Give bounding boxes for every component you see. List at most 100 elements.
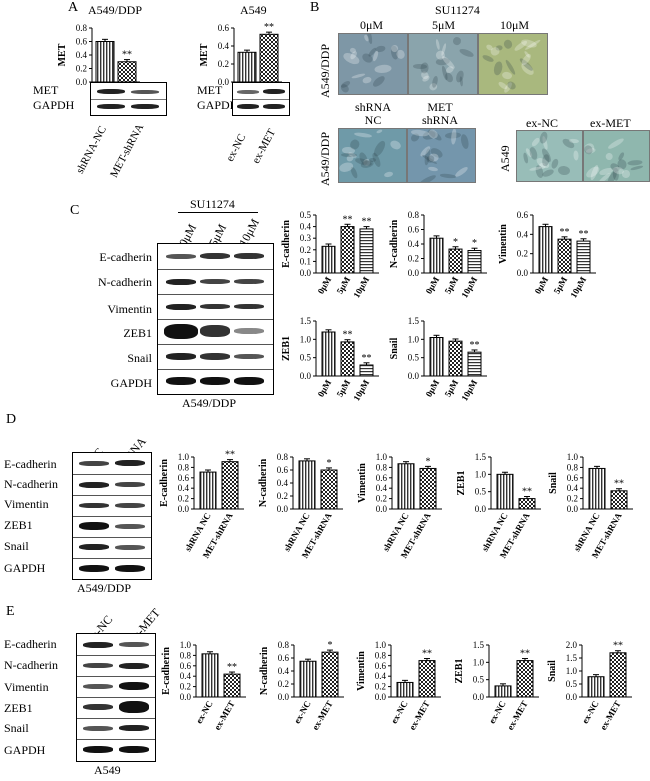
- b-ex-label-1: ex-NC: [526, 116, 558, 130]
- y-tick-label: 0.8: [178, 462, 190, 472]
- b-dose-10: 10μM: [500, 18, 530, 32]
- y-tick-label: 0.0: [566, 692, 578, 702]
- c-row-vim: Vimentin: [107, 302, 152, 316]
- bar: [237, 51, 257, 83]
- y-tick-label: 0.6: [408, 225, 420, 235]
- b-row-label-1: A549/DDP: [318, 43, 332, 98]
- a-left-row-gapdh: GAPDH: [33, 98, 75, 112]
- bar: [467, 250, 482, 274]
- significance-label: *: [327, 458, 332, 469]
- a-right-blot: [232, 82, 290, 116]
- bar: [448, 340, 463, 377]
- cell-shape: [362, 76, 373, 85]
- cell-shape: [374, 64, 392, 74]
- x-tick-label: ex-MET: [212, 699, 237, 732]
- x-tick-label: 5μM: [335, 275, 353, 296]
- bar: [359, 228, 374, 274]
- y-tick-label: 1.5: [566, 653, 578, 663]
- x-tick-label: 10μM: [351, 378, 371, 403]
- y-tick-label: 1.0: [567, 452, 579, 462]
- c-drug-title: SU11274: [190, 197, 235, 211]
- c-row-gapdh: GAPDH: [110, 376, 152, 390]
- b-drug-title: SU11274: [435, 3, 480, 17]
- d-row-ecad: E-cadherin: [4, 457, 57, 471]
- y-tick-label: 0.0: [475, 504, 487, 514]
- significance-label: **: [362, 353, 372, 364]
- significance-label: **: [579, 229, 589, 240]
- d-row-vim: Vimentin: [4, 497, 49, 511]
- x-tick-label: 0μM: [424, 275, 442, 296]
- significance-label: *: [328, 640, 333, 651]
- micrograph-0um: [338, 33, 408, 95]
- chart-d-snail: 0.0 0.2 0.4 0.6 0.8 1.0 Snail shRNA NC ** MET-shR…: [547, 447, 647, 592]
- y-tick-label: 1.0: [376, 452, 388, 462]
- y-tick-label: 0.4: [277, 478, 289, 488]
- e-blot: [76, 633, 156, 762]
- bar: [396, 681, 414, 698]
- x-tick-label: ex-NC: [487, 699, 508, 725]
- bar: [518, 498, 536, 510]
- y-tick-label: 0.8: [376, 462, 388, 472]
- y-tick-label: 0.4: [278, 666, 290, 676]
- significance-label: **: [227, 662, 237, 673]
- chart-e-ecad: 0.0 0.2 0.4 0.6 0.8 1.0 E-cadherin ex-NC ** ex-ME…: [160, 635, 260, 780]
- y-tick-label: 1.0: [300, 334, 312, 344]
- y-axis-label: Vimentin: [357, 463, 368, 503]
- y-tick-label: 0.2: [376, 494, 387, 504]
- cell-shape: [604, 152, 614, 162]
- x-tick-label: 10μM: [351, 275, 371, 300]
- b-dose-0: 0μM: [360, 18, 384, 32]
- chart-e-ncad: 0.0 0.2 0.4 0.6 0.8 N-cadherin ex-NC * ex-MET: [258, 635, 358, 780]
- y-tick-label: 1.0: [408, 334, 420, 344]
- y-tick-label: 0.8: [180, 650, 192, 660]
- y-tick-label: 0.6: [278, 653, 290, 663]
- bar: [429, 237, 444, 274]
- significance-label: **: [560, 227, 570, 238]
- bar: [221, 461, 239, 510]
- e-row-zeb1: ZEB1: [4, 701, 33, 715]
- c-row-zeb1: ZEB1: [123, 326, 152, 340]
- y-tick-label: 0.4: [517, 229, 529, 239]
- y-tick-label: 0.5: [475, 487, 487, 497]
- bar: [516, 660, 534, 698]
- significance-label: **: [264, 22, 274, 33]
- chart-d-vim: 0.0 0.2 0.4 0.6 0.8 1.0 Vimentin shRNA NC * MET-s…: [356, 447, 456, 592]
- y-axis-label: E-cadherin: [281, 220, 292, 268]
- cell-shape: [453, 165, 469, 179]
- y-tick-label: 1.0: [566, 666, 578, 676]
- y-tick-label: 0.8: [278, 640, 290, 650]
- cell-shape: [450, 129, 458, 145]
- micrograph-shrna-nc: [338, 128, 407, 183]
- panel-label-c: C: [70, 203, 80, 218]
- significance-label: **: [422, 649, 432, 660]
- b-ex-label-2: ex-MET: [590, 116, 631, 130]
- bar: [496, 473, 514, 510]
- bar: [223, 673, 241, 698]
- y-tick-label: 0.6: [376, 473, 388, 483]
- y-tick-label: 0.6: [218, 23, 230, 33]
- y-tick-label: 0.8: [375, 650, 387, 660]
- bar: [557, 238, 572, 274]
- y-tick-label: 2.0: [566, 640, 578, 650]
- y-tick-label: 0.6: [375, 661, 387, 671]
- y-tick-label: 0.5: [300, 210, 312, 220]
- bar: [419, 467, 437, 510]
- blot-band: [131, 104, 159, 109]
- x-tick-label: ex-NC: [292, 699, 313, 725]
- chart-a-left: 0.0 0.2 0.4 0.6 0.8 MET **: [55, 15, 155, 92]
- d-row-ncad: N-cadherin: [4, 477, 58, 491]
- micrograph-met-shrna: [407, 128, 476, 183]
- y-tick-label: 1.0: [473, 657, 485, 667]
- cell-shape: [371, 139, 388, 158]
- y-axis-label: N-cadherin: [258, 458, 269, 507]
- chart-c-ncad: 0.0 0.2 0.4 0.6 0.8 N-cadherin 0μM * 5μM * 10μM: [388, 207, 488, 312]
- c-blot: [157, 243, 274, 395]
- y-tick-label: 0.6: [180, 661, 192, 671]
- y-tick-label: 0.5: [408, 353, 420, 363]
- y-axis-label: Snail: [547, 660, 558, 682]
- cell-shape: [434, 38, 441, 51]
- y-tick-label: 0.0: [408, 371, 420, 381]
- y-tick-label: 0.0: [76, 77, 88, 87]
- bar: [321, 651, 339, 698]
- y-tick-label: 0.2: [567, 494, 578, 504]
